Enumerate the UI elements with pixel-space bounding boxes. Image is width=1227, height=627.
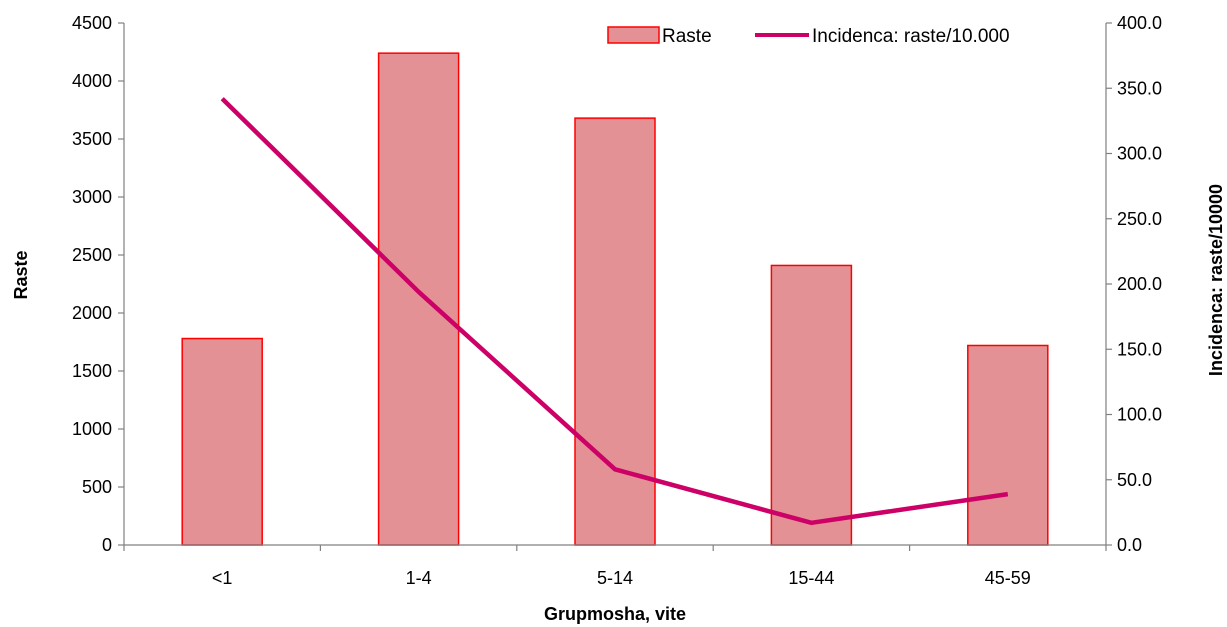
axis-titles: Grupmosha, vite Raste Incidenca: raste/1… <box>11 184 1226 624</box>
y-tick-label: 4000 <box>72 71 112 91</box>
y-tick-label: 0 <box>102 535 112 555</box>
bar-3 <box>574 117 656 546</box>
y2-tick-label: 400.0 <box>1117 13 1162 33</box>
bar-1 <box>181 337 263 546</box>
y-tick-label: 1000 <box>72 419 112 439</box>
y2-tick-label: 0.0 <box>1117 535 1142 555</box>
legend-swatch-raste <box>607 26 660 44</box>
axes: 0 500 1000 1500 2000 2500 3000 3500 4000 4500 0.0 5… <box>72 13 1162 588</box>
y-tick-label: 2500 <box>72 245 112 265</box>
legend: Raste Incidenca: raste/10.000 <box>607 26 1010 47</box>
y-tick-label: 500 <box>82 477 112 497</box>
y-tick-label: 4500 <box>72 13 112 33</box>
bar-5 <box>967 344 1049 546</box>
y-tick-label: 3500 <box>72 129 112 149</box>
y2-tick-label: 200.0 <box>1117 274 1162 294</box>
line-series <box>220 97 1009 526</box>
x-tick-label: 15-44 <box>788 568 834 588</box>
bar-2 <box>377 52 460 546</box>
x-tick-label: 45-59 <box>985 568 1031 588</box>
y-axis-title: Raste <box>11 250 31 299</box>
bar-series <box>181 52 1049 546</box>
y2-tick-label: 150.0 <box>1117 339 1162 359</box>
y-tick-label: 3000 <box>72 187 112 207</box>
legend-label-raste: Raste <box>662 26 712 47</box>
x-tick-label: 1-4 <box>406 568 432 588</box>
x-tick-label: <1 <box>212 568 233 588</box>
bar-4 <box>770 264 853 546</box>
y-tick-label: 2000 <box>72 303 112 323</box>
y2-tick-label: 100.0 <box>1117 405 1162 425</box>
y2-axis-title: Incidenca: raste/10000 <box>1206 184 1226 376</box>
y2-tick-label: 350.0 <box>1117 78 1162 98</box>
x-axis-title: Grupmosha, vite <box>544 604 686 624</box>
y2-tick-label: 300.0 <box>1117 144 1162 164</box>
y2-tick-label: 250.0 <box>1117 209 1162 229</box>
legend-label-incidenca: Incidenca: raste/10.000 <box>812 26 1010 47</box>
x-tick-label: 5-14 <box>597 568 633 588</box>
y-tick-label: 1500 <box>72 361 112 381</box>
y2-tick-label: 50.0 <box>1117 470 1152 490</box>
